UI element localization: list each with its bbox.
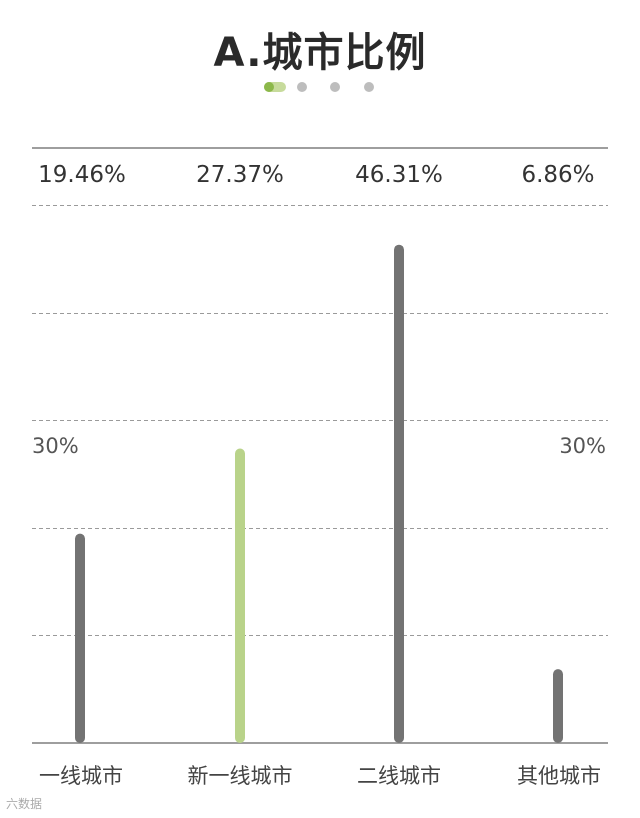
page-dot-1[interactable] xyxy=(264,82,286,92)
page-title: A.城市比例 xyxy=(213,30,427,76)
page-indicator[interactable] xyxy=(0,80,640,94)
category-label-1: 一线城市 xyxy=(39,764,123,788)
top-divider xyxy=(32,147,608,149)
page-dot-2[interactable] xyxy=(297,82,307,92)
page-dot-4[interactable] xyxy=(364,82,374,92)
value-label-4: 6.86% xyxy=(521,162,595,188)
bar-3 xyxy=(394,244,404,743)
bar-2 xyxy=(235,448,245,743)
watermark: 六数据 xyxy=(6,797,43,811)
value-label-2: 27.37% xyxy=(196,162,284,188)
reference-label-left: 30% xyxy=(32,434,79,458)
page-dot-3[interactable] xyxy=(330,82,340,92)
bar-1 xyxy=(75,533,85,743)
category-label-4: 其他城市 xyxy=(517,764,601,788)
category-label-3: 二线城市 xyxy=(357,764,441,788)
category-label-2: 新一线城市 xyxy=(187,764,293,788)
value-label-1: 19.46% xyxy=(38,162,126,188)
bar-4 xyxy=(553,669,563,743)
reference-label-right: 30% xyxy=(559,434,606,458)
value-label-3: 46.31% xyxy=(355,162,443,188)
